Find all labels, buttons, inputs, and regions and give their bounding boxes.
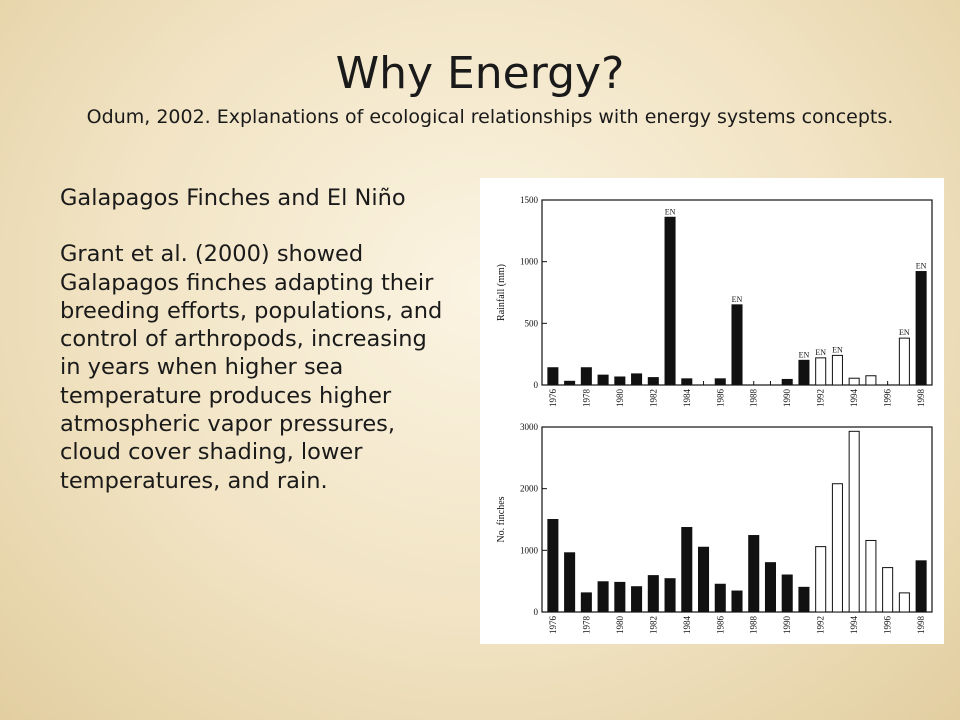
bar-open: [865, 539, 877, 613]
bar-filled: [580, 592, 592, 613]
bar-open: [815, 357, 827, 386]
slide-subtitle: Odum, 2002. Explanations of ecological r…: [86, 106, 894, 128]
bar-filled: [798, 586, 810, 613]
bar-filled: [547, 519, 559, 613]
bar-open: [865, 375, 877, 386]
bar-filled: [631, 373, 643, 386]
bar-open: [882, 567, 894, 613]
bar-filled: [597, 581, 609, 613]
x-tick-label: 1992: [816, 389, 826, 407]
bar-filled: [647, 575, 659, 613]
bar-filled: [647, 377, 659, 386]
bar-filled: [781, 574, 793, 613]
bar-filled: [564, 552, 576, 613]
bar-filled: [731, 304, 743, 386]
x-tick-label: 1996: [883, 616, 893, 635]
x-tick-label: 1982: [648, 389, 658, 407]
y-tick-label: 1500: [520, 195, 539, 205]
y-tick-label: 500: [525, 318, 539, 328]
x-tick-label: 1998: [916, 389, 926, 408]
bar-open: [831, 354, 843, 386]
bar-filled: [580, 367, 592, 386]
en-annotation: EN: [916, 262, 927, 271]
bar-filled: [798, 359, 810, 386]
x-tick-label: 1994: [849, 616, 859, 635]
x-tick-label: 1992: [816, 616, 826, 634]
x-tick-label: 1980: [615, 389, 625, 408]
x-tick-label: 1986: [715, 616, 725, 635]
bar-open: [898, 337, 910, 386]
bar-open: [815, 546, 827, 613]
x-tick-label: 1988: [749, 616, 759, 635]
y-tick-label: 3000: [520, 422, 539, 432]
body-text-block: Galapagos Finches and El Niño Grant et a…: [60, 184, 450, 495]
bar-filled: [698, 546, 710, 613]
y-tick-label: 0: [534, 607, 539, 617]
x-tick-label: 1990: [782, 616, 792, 635]
chart-figure: 0 500 1000 1500 Rainfall (mm) 1976 1978 1980 198…: [480, 178, 944, 644]
en-annotation: EN: [799, 350, 810, 359]
x-tick-label: 1988: [749, 389, 759, 408]
bar-open: [831, 483, 843, 613]
x-tick-label: 1976: [548, 389, 558, 408]
bar-filled: [731, 590, 743, 613]
chart-svg: 0 500 1000 1500 Rainfall (mm) 1976 1978 1980 198…: [496, 195, 933, 635]
bar-filled: [681, 378, 693, 386]
en-annotation: EN: [832, 345, 843, 354]
x-tick-label: 1986: [715, 389, 725, 408]
y-tick-label: 1000: [520, 545, 539, 555]
bar-filled: [714, 583, 726, 613]
x-tick-label: 1984: [682, 616, 692, 635]
x-tick-label: 1990: [782, 389, 792, 408]
bar-filled: [564, 380, 576, 386]
x-tick-label: 1984: [682, 389, 692, 408]
y-tick-label: 0: [534, 380, 539, 390]
body-paragraph: Grant et al. (2000) showed Galapagos fin…: [60, 241, 443, 494]
bar-filled: [631, 586, 643, 613]
bar-filled: [748, 535, 760, 613]
x-tick-label: 1996: [883, 389, 893, 408]
x-tick-label: 1978: [581, 616, 591, 635]
bar-filled: [597, 374, 609, 386]
y-axis-label: Rainfall (mm): [496, 264, 507, 321]
bar-open: [848, 377, 860, 386]
bar-filled: [614, 376, 626, 386]
x-tick-label: 1976: [548, 616, 558, 635]
section-heading: Galapagos Finches and El Niño: [60, 185, 406, 211]
en-annotation: EN: [665, 207, 676, 216]
x-tick-label: 1982: [648, 616, 658, 634]
bar-filled: [681, 527, 693, 613]
bar-filled: [664, 216, 676, 386]
bar-filled: [664, 578, 676, 613]
bar-filled: [614, 581, 626, 613]
y-tick-label: 2000: [520, 484, 539, 494]
x-tick-label: 1998: [916, 616, 926, 635]
bar-filled: [547, 367, 559, 386]
en-annotation: EN: [815, 348, 826, 357]
bar-open: [898, 592, 910, 613]
x-tick-label: 1994: [849, 389, 859, 408]
x-tick-label: 1980: [615, 616, 625, 635]
bar-filled: [915, 271, 927, 386]
bar-filled: [764, 562, 776, 613]
bar-filled: [781, 378, 793, 386]
y-axis-label: No. finches: [496, 496, 507, 542]
en-annotation: EN: [899, 328, 910, 337]
x-tick-label: 1978: [581, 389, 591, 408]
en-annotation: EN: [732, 295, 743, 304]
bar-filled: [714, 378, 726, 386]
bar-filled: [915, 560, 927, 613]
slide-title: Why Energy?: [335, 48, 625, 99]
y-tick-label: 1000: [520, 257, 539, 267]
bar-open: [848, 430, 860, 613]
